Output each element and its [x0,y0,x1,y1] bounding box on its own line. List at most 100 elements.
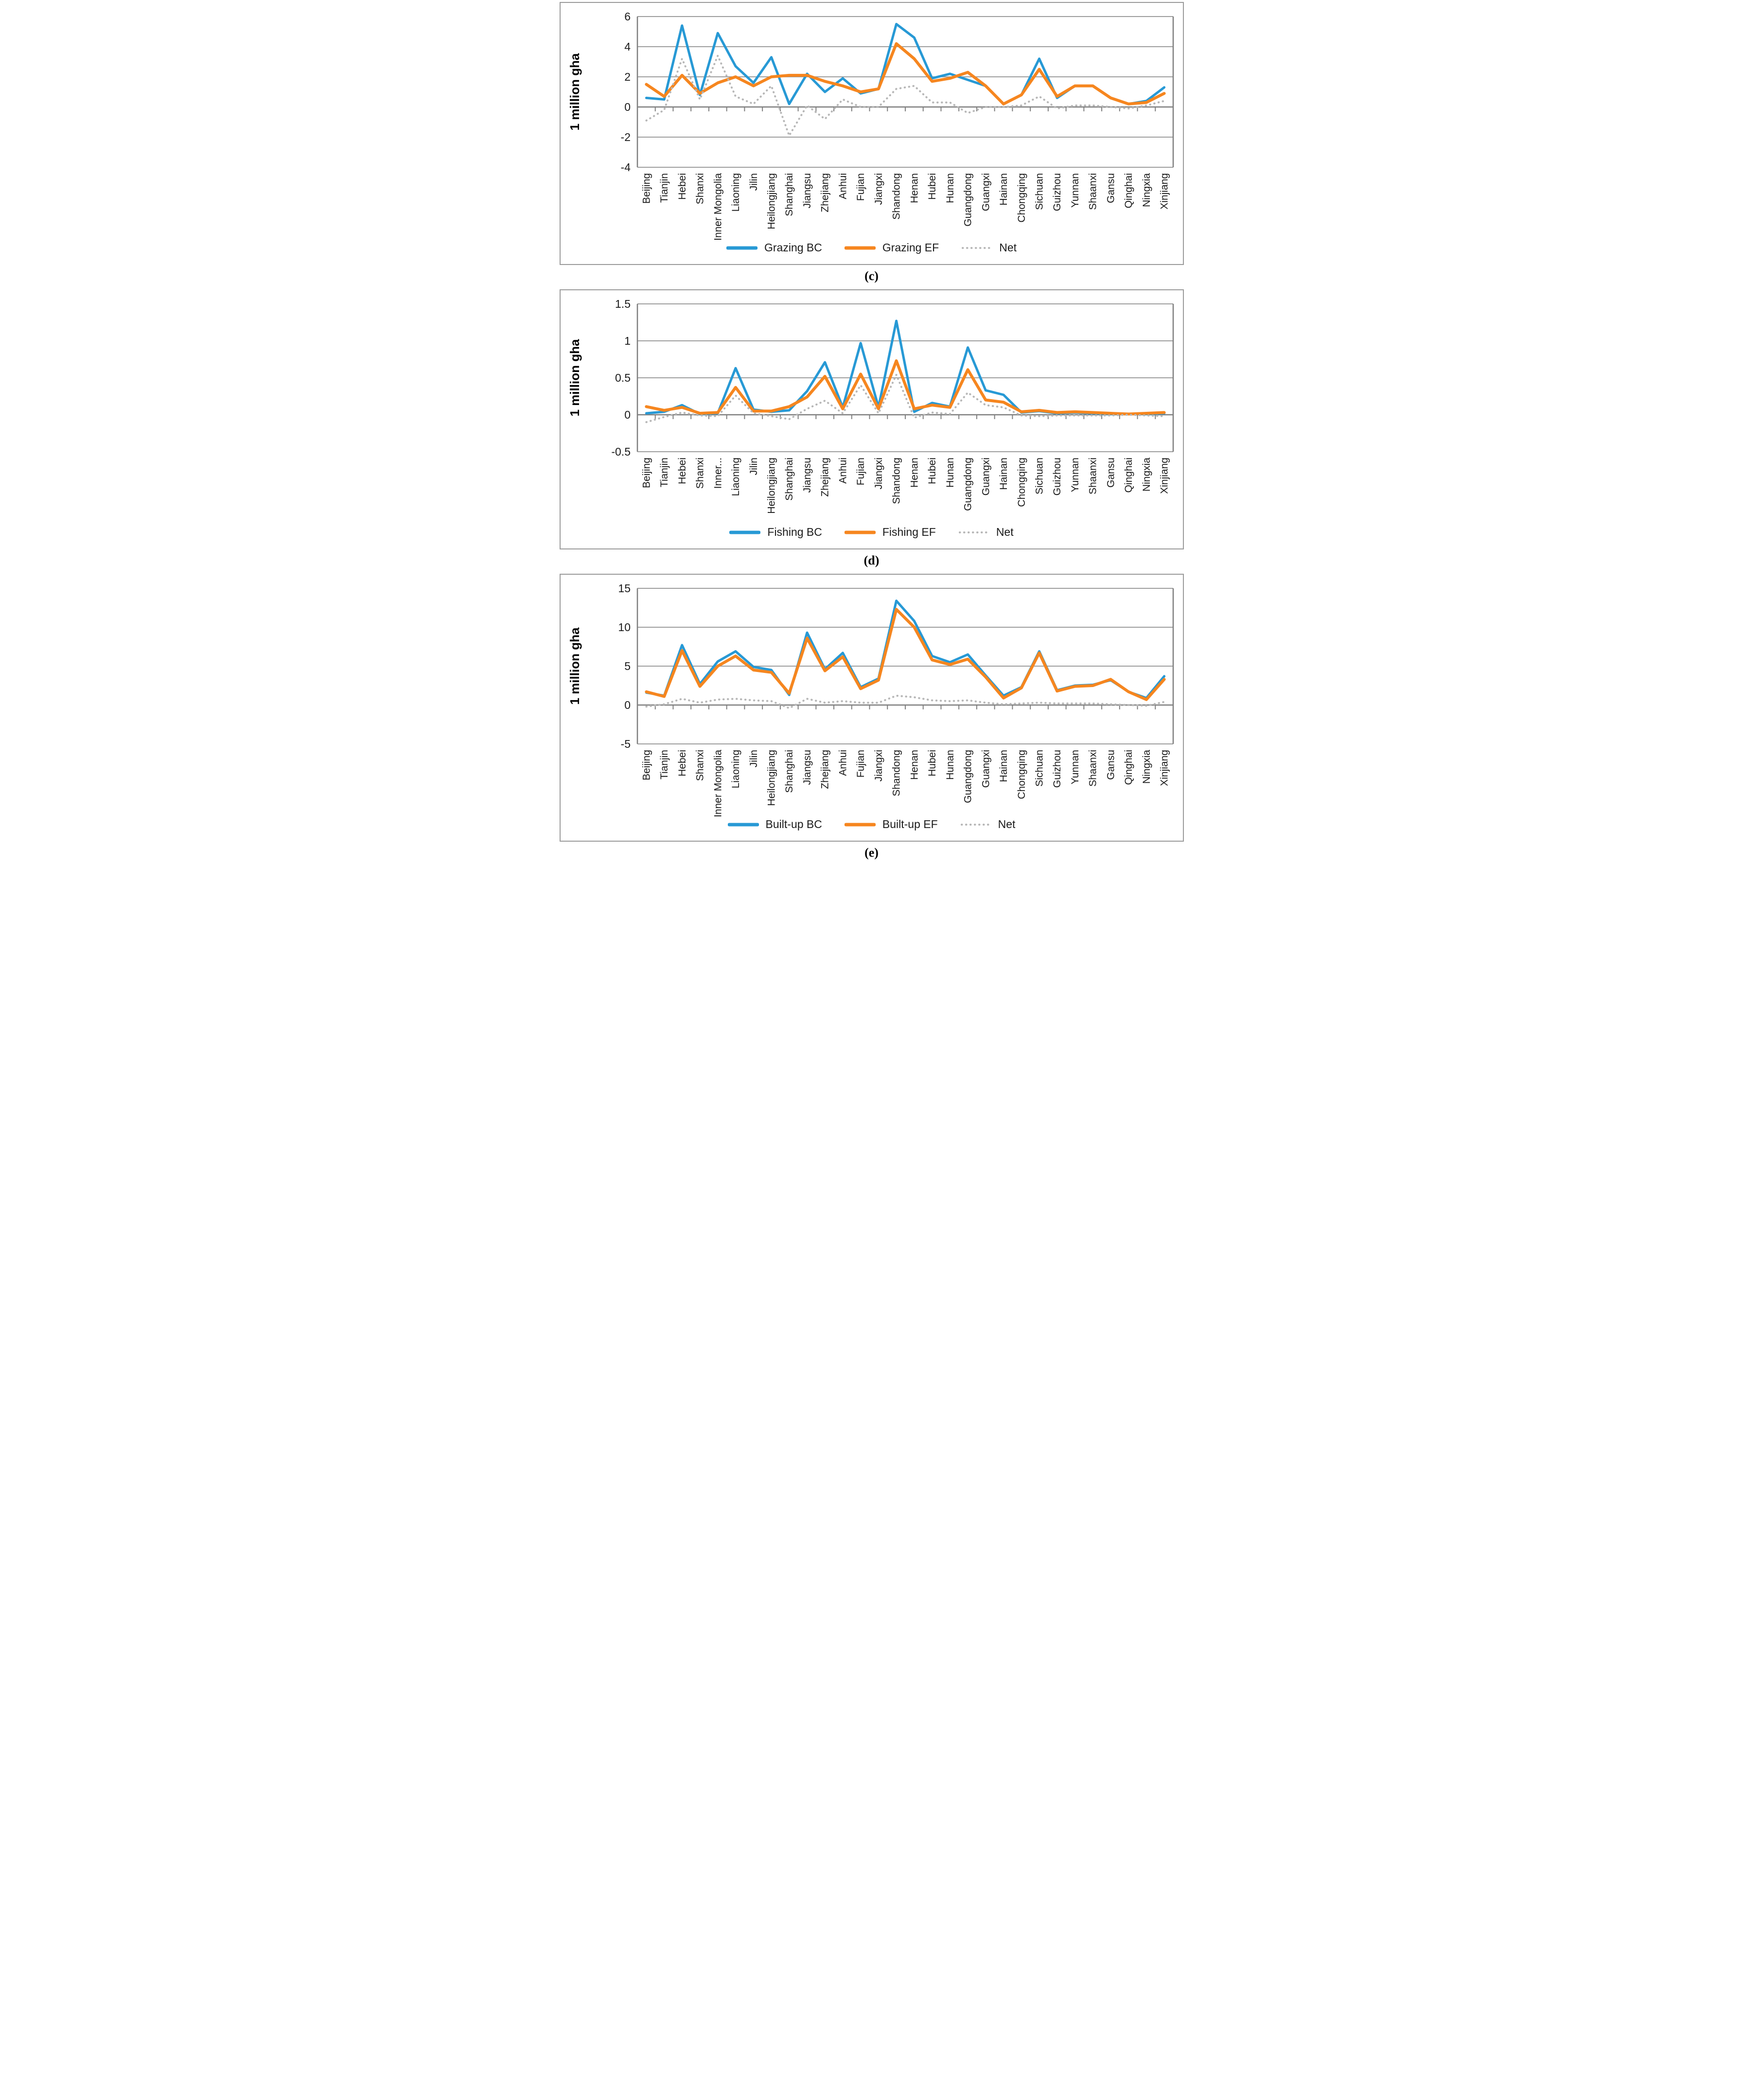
x-category-label: Chongqing [1016,458,1027,507]
c-chart-svg: 6 4 2 0 -2 -4 Beijing Tianjin Hebei Shanxi Inner M… [567,10,1174,241]
x-category-label: Tianjin [659,750,670,779]
legend-label: Fishing BC [767,526,822,538]
x-category-label: Liaoning [730,458,741,496]
y-tick-label: 5 [624,660,631,672]
x-category-label: Zhejiang [819,173,830,212]
x-category-label: Xinjiang [1159,750,1170,786]
x-category-label: Jiangxi [873,173,884,205]
panel-grazing: 6 4 2 0 -2 -4 Beijing Tianjin Hebei Shanxi Inner M… [559,2,1184,265]
x-category-label: Shanxi [694,173,705,204]
legend-item: Net [961,241,1017,254]
legend-item: Net [960,818,1016,831]
legend-label: Net [998,818,1016,830]
x-category-label: Chongqing [1016,173,1027,223]
line-swatch [844,246,876,249]
x-category-label: Zhejiang [819,458,830,497]
x-category-label: Zhejiang [819,750,830,789]
caption-e: (e) [864,846,879,860]
x-category-label: Yunnan [1069,173,1080,208]
x-category-label: Shanxi [694,458,705,489]
x-category-label: Anhui [837,458,848,484]
x-category-label: Hainan [998,173,1009,206]
x-category-label: Tianjin [659,173,670,203]
caption-d: (d) [863,553,880,567]
x-category-label: Jiangsu [801,173,812,208]
legend-label: Net [996,526,1014,538]
x-category-label: Guangxi [980,750,991,788]
y-tick-label: 10 [618,621,631,634]
y-axis-title: 1 million gha [567,339,582,416]
x-category-label: Sichuan [1034,458,1045,494]
builtup-legend: Built-up BC Built-up EF Net [564,818,1179,840]
x-category-label: Beijing [641,173,652,204]
x-category-label: Hubei [927,750,938,776]
x-category-label: Liaoning [730,173,741,212]
legend-label: Built-up BC [765,818,822,830]
legend-item: Built-up BC [727,818,822,831]
x-category-label: Ningxia [1141,750,1152,784]
y-tick-label: -2 [620,131,630,143]
caption-c: (c) [864,269,879,283]
legend-label: Built-up EF [882,818,938,830]
x-category-label: Hunan [944,750,955,780]
x-category-label: Hebei [676,750,687,776]
x-category-label: Qinghai [1123,750,1134,785]
x-category-label: Hainan [998,750,1009,782]
dotted-line-swatch [958,531,989,533]
grazing-ef-line [644,42,1166,106]
x-category-label: Jiangsu [801,458,812,493]
x-category-label: Inner Mongolia [712,173,723,241]
y-tick-label: 0 [624,408,631,421]
x-category-label: Heilongjiang [766,173,777,229]
line-swatch [726,246,757,249]
y-axis-title: 1 million gha [567,627,582,705]
net-line [645,694,1165,709]
legend-label: Net [999,241,1017,254]
legend-label: Grazing BC [764,241,822,254]
x-category-label: Xinjiang [1159,173,1170,210]
x-category-label: Shanghai [784,458,795,501]
grazing-bc-line [645,23,1165,106]
legend-item: Grazing BC [726,241,822,254]
legend-item: Fishing EF [844,526,936,539]
y-tick-label: 1 [624,335,631,347]
y-tick-label: -4 [620,161,631,174]
net-line [645,54,1165,137]
x-category-label: Inner Mongolia [712,750,723,817]
x-category-label: Fujian [855,173,866,201]
x-category-label: Gansu [1105,173,1116,203]
y-tick-label: 15 [618,582,631,595]
fishing-chart: 1.5 1 0.5 0 -0.5 Beijing Tianjin Hebei Shanxi Inn… [564,296,1179,526]
x-category-label: Guangdong [962,750,973,803]
x-category-label: Shanghai [784,750,795,793]
y-tick-label: 2 [624,71,631,83]
x-category-label: Chongqing [1016,750,1027,799]
grazing-legend: Grazing BC Grazing EF Net [564,241,1179,263]
x-category-label: Shanghai [784,173,795,216]
x-category-label: Jiangxi [873,750,884,781]
x-category-label: Jilin [748,750,759,767]
x-category-label: Shaanxi [1087,458,1098,494]
legend-item: Built-up EF [844,818,938,831]
d-chart-svg: 1.5 1 0.5 0 -0.5 Beijing Tianjin Hebei Shanxi Inn… [567,298,1174,514]
x-category-label: Hunan [944,458,955,488]
line-swatch [729,530,761,534]
y-tick-label: 6 [624,10,631,23]
x-category-label: Jilin [748,458,759,475]
panel-fishing: 1.5 1 0.5 0 -0.5 Beijing Tianjin Hebei Shanxi Inn… [559,289,1184,549]
x-category-label: Jiangxi [873,458,884,489]
line-swatch [844,530,876,534]
built-up-ef-line [644,608,1166,701]
x-category-label: Shandong [891,458,902,504]
x-category-label: Hebei [676,173,687,200]
x-category-label: Jilin [748,173,759,191]
fishing-legend: Fishing BC Fishing EF Net [564,526,1179,547]
line-swatch [727,823,759,826]
x-category-label: Heilongjiang [766,750,777,806]
x-category-label: Guangxi [980,458,991,495]
fishing-bc-line [645,319,1165,415]
x-category-label: Beijing [641,458,652,488]
x-category-label: Hainan [998,458,1009,490]
x-category-label: Anhui [837,173,848,199]
x-category-label: Inner... [712,458,723,489]
